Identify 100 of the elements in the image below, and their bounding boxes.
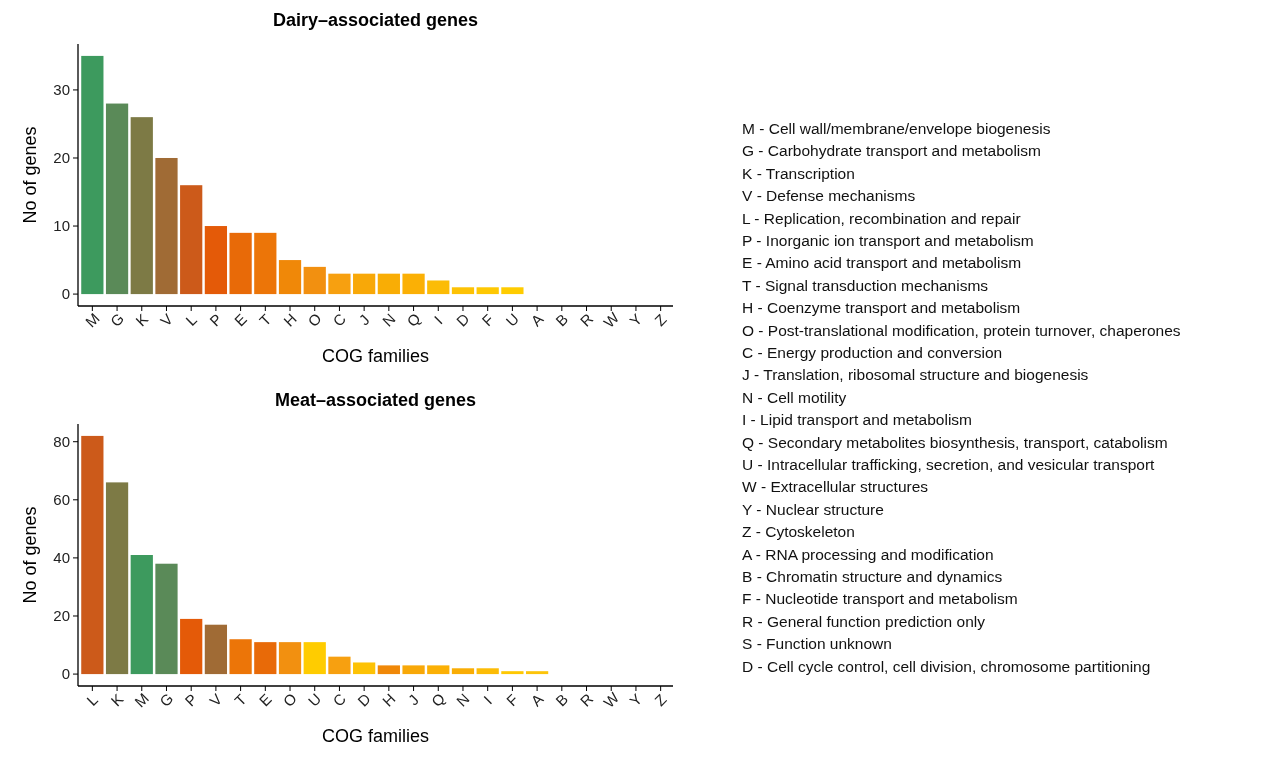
x-tick-label: V	[206, 690, 226, 710]
text: K - Transcription	[742, 164, 855, 182]
x-tick-label: Q	[427, 689, 449, 710]
text: C - Energy production and conversion	[742, 344, 1003, 361]
text: Y - Nuclear structure	[742, 500, 884, 518]
y-tick-label: 30	[53, 81, 70, 99]
x-tick-label: A	[527, 310, 547, 330]
x-tick-label: I	[430, 312, 446, 328]
text: S - Function unknown	[742, 635, 892, 653]
x-tick-label: E	[230, 310, 250, 330]
x-tick-label: A	[527, 690, 547, 710]
x-tick-label: H	[378, 689, 399, 710]
text: B - Chromatin structure and dynamics	[742, 568, 1003, 585]
x-tick-label: Z	[651, 690, 670, 710]
x-tick-label: W	[600, 308, 623, 331]
bar	[476, 287, 499, 295]
x-tick-label: V	[156, 310, 176, 330]
text: T - Signal transduction mechanisms	[742, 276, 989, 294]
x-tick-label: L	[182, 310, 200, 329]
text: H - Coenzyme transport and metabolism	[742, 299, 1021, 317]
bar	[229, 232, 252, 295]
x-tick-label: O	[304, 309, 325, 330]
bar	[303, 266, 326, 295]
bar	[451, 287, 475, 295]
chart-title: Meat–associated genes	[274, 390, 477, 410]
x-tick-label: J	[355, 311, 373, 329]
text: P - Inorganic ion transport and metabolism	[742, 232, 1034, 249]
x-tick-label: G	[106, 309, 128, 330]
x-tick-label: F	[478, 310, 497, 330]
x-tick-label: Y	[626, 310, 646, 330]
bar	[180, 185, 203, 295]
x-tick-label: P	[181, 690, 201, 710]
text: E - Amino acid transport and metabolism	[742, 254, 1022, 272]
bar	[303, 642, 326, 675]
text: Q - Secondary metabolites biosynthesis, transport, catabolism	[742, 433, 1168, 451]
x-tick-label: Y	[626, 690, 646, 710]
bar	[204, 624, 228, 675]
text: J - Translation, ribosomal structure and biogenesis	[742, 366, 1089, 384]
x-tick-label: K	[132, 310, 152, 330]
text: I - Lipid transport and metabolism	[742, 411, 973, 429]
x-tick-label: D	[354, 689, 374, 710]
bar	[501, 287, 524, 295]
bar	[180, 618, 203, 675]
x-tick-label: B	[552, 690, 572, 710]
y-tick-label: 10	[53, 217, 70, 235]
text: G - Carbohydrate transport and metabolism	[742, 142, 1041, 160]
x-tick-label: E	[255, 690, 275, 710]
x-tick-label: P	[206, 310, 226, 330]
x-tick-label: Z	[651, 310, 670, 330]
bar	[254, 232, 277, 295]
x-axis-title: COG families	[321, 346, 430, 366]
y-tick-label: 20	[53, 607, 70, 625]
text: W - Extracellular structures	[742, 478, 929, 496]
bar	[105, 482, 129, 675]
bar	[427, 665, 450, 675]
bar	[402, 665, 425, 675]
bar	[476, 668, 499, 675]
bar	[278, 260, 302, 295]
x-tick-label: O	[279, 689, 300, 710]
text: R - General function prediction only	[742, 612, 986, 630]
x-tick-label: D	[452, 309, 473, 330]
bar	[377, 665, 400, 675]
bar	[427, 280, 450, 295]
x-tick-label: U	[304, 689, 325, 710]
bar	[353, 662, 376, 675]
x-tick-label: M	[81, 309, 103, 331]
bar	[155, 563, 178, 675]
bar	[525, 671, 549, 675]
bar	[130, 555, 153, 675]
x-tick-label: K	[107, 690, 127, 710]
x-tick-label: H	[280, 309, 300, 330]
y-tick-label: 40	[53, 549, 70, 567]
bar	[81, 55, 104, 295]
bar	[328, 656, 351, 675]
x-tick-label: T	[255, 310, 275, 330]
bar	[501, 671, 524, 675]
x-tick-label: M	[131, 689, 153, 711]
y-axis-title: No of genes	[20, 126, 40, 224]
bar	[105, 103, 129, 295]
text: U - Intracellular trafficking, secretion, and vesicular transport	[742, 456, 1156, 473]
bar	[130, 117, 153, 295]
text: N - Cell motility	[742, 388, 847, 406]
y-tick-label: 60	[53, 491, 70, 509]
text: A - RNA processing and modification	[742, 545, 994, 563]
y-tick-label: 80	[53, 432, 70, 450]
x-tick-label: N	[378, 309, 399, 330]
y-tick-label: 0	[61, 285, 70, 303]
x-tick-label: W	[600, 688, 623, 711]
bar	[229, 639, 252, 675]
x-axis-title: COG families	[321, 726, 430, 746]
y-tick-label: 0	[61, 665, 70, 683]
text: F - Nucleotide transport and metabolism	[742, 590, 1018, 608]
y-tick-label: 20	[53, 149, 70, 167]
x-tick-label: N	[452, 689, 473, 710]
y-axis-title: No of genes	[20, 506, 40, 604]
x-tick-label: L	[83, 690, 102, 709]
bar	[402, 273, 425, 295]
x-tick-label: I	[480, 692, 495, 708]
bar	[81, 435, 104, 675]
x-tick-label: C	[329, 309, 350, 330]
